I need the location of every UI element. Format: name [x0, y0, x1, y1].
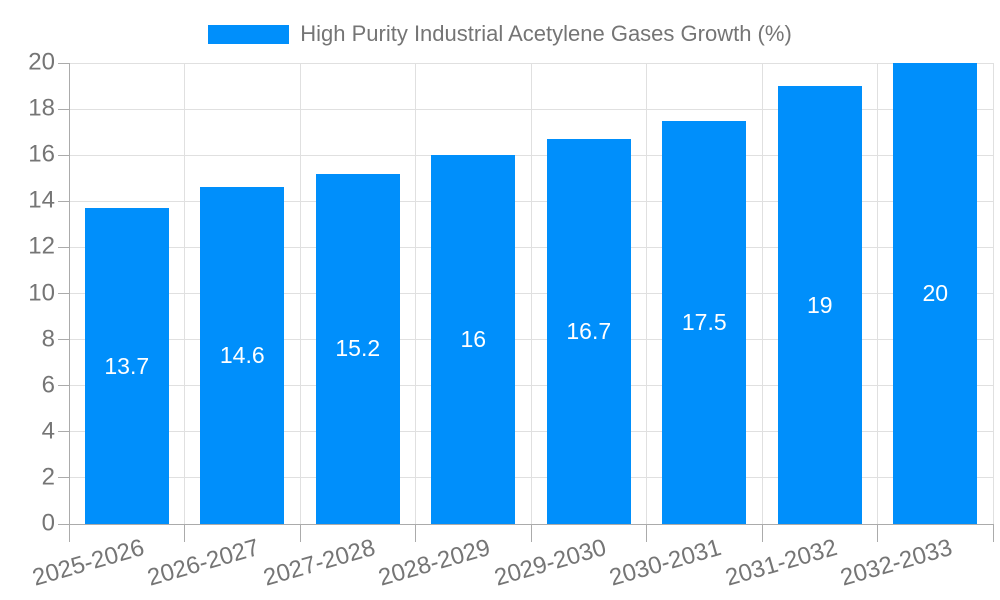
grid-line-vertical [992, 63, 994, 524]
y-axis-tick [58, 200, 69, 202]
x-axis-tick-label: 2029-2030 [491, 534, 610, 592]
bar-value-label: 16.7 [566, 318, 612, 345]
y-axis-tick-label: 14 [28, 186, 55, 214]
y-axis-tick [58, 431, 69, 433]
bar[interactable]: 15.2 [315, 173, 400, 524]
x-axis-tick-label: 2025-2026 [29, 534, 148, 592]
y-axis-tick [58, 477, 69, 479]
x-axis-tick [415, 524, 416, 542]
x-axis-tick-label: 2027-2028 [260, 534, 379, 592]
grid-line-vertical [646, 63, 647, 524]
x-axis-tick-label: 2030-2031 [606, 534, 725, 592]
y-axis-tick-label: 8 [41, 325, 55, 353]
legend[interactable]: High Purity Industrial Acetylene Gases G… [0, 21, 1000, 47]
x-axis-tick [761, 524, 763, 542]
y-axis-tick-label: 0 [41, 509, 55, 537]
bar-value-label: 13.7 [104, 352, 150, 379]
bar[interactable]: 17.5 [662, 120, 747, 524]
x-axis-tick [530, 524, 532, 542]
y-axis-tick-label: 20 [28, 48, 55, 76]
bar[interactable]: 19 [777, 86, 862, 524]
bar[interactable]: 16 [431, 155, 516, 524]
bar-value-label: 16 [460, 326, 487, 353]
y-axis-tick [58, 293, 69, 294]
grid-line-vertical [184, 63, 185, 524]
y-axis-tick-label: 18 [28, 94, 55, 122]
x-axis-tick [184, 524, 185, 542]
bar[interactable]: 13.7 [84, 208, 169, 524]
y-axis-tick-label: 16 [28, 140, 55, 168]
grid-line-vertical [877, 63, 878, 524]
x-axis-tick [646, 524, 647, 542]
grid-line-vertical [299, 63, 301, 524]
bar-value-label: 17.5 [681, 308, 727, 335]
bar-value-label: 14.6 [219, 342, 265, 369]
x-axis-tick [68, 524, 70, 542]
y-axis-tick [58, 339, 69, 341]
y-axis-tick-label: 12 [28, 232, 55, 260]
legend-label: High Purity Industrial Acetylene Gases G… [300, 21, 792, 46]
y-axis-tick [58, 246, 69, 248]
y-axis-line [68, 63, 70, 524]
x-axis-tick [877, 524, 878, 542]
y-axis-tick-label: 6 [41, 371, 55, 399]
y-axis-tick [58, 62, 69, 64]
y-axis-tick [58, 523, 69, 525]
grid-line-vertical [530, 63, 532, 524]
bar[interactable]: 14.6 [200, 187, 285, 524]
bar[interactable]: 20 [893, 63, 978, 524]
x-axis-tick-label: 2032-2033 [837, 534, 956, 592]
grid-line-vertical [761, 63, 763, 524]
bar-value-label: 19 [806, 291, 833, 318]
y-axis-tick [58, 108, 69, 110]
bar-value-label: 20 [922, 280, 949, 306]
x-axis-tick-label: 2031-2032 [722, 534, 841, 592]
x-axis-tick [299, 524, 301, 542]
bar-value-label: 15.2 [335, 335, 381, 362]
x-axis-tick-label: 2028-2029 [375, 534, 494, 592]
x-axis-tick [992, 524, 994, 542]
y-axis-tick [58, 154, 69, 156]
legend-swatch [208, 24, 290, 44]
y-axis-tick-label: 4 [41, 417, 55, 445]
grid-line-vertical [415, 63, 416, 524]
x-axis-tick-label: 2026-2027 [144, 534, 263, 592]
y-axis-tick [58, 385, 69, 387]
bar[interactable]: 16.7 [546, 139, 631, 524]
y-axis-tick-label: 2 [41, 463, 55, 491]
y-axis-tick-label: 10 [28, 278, 55, 306]
